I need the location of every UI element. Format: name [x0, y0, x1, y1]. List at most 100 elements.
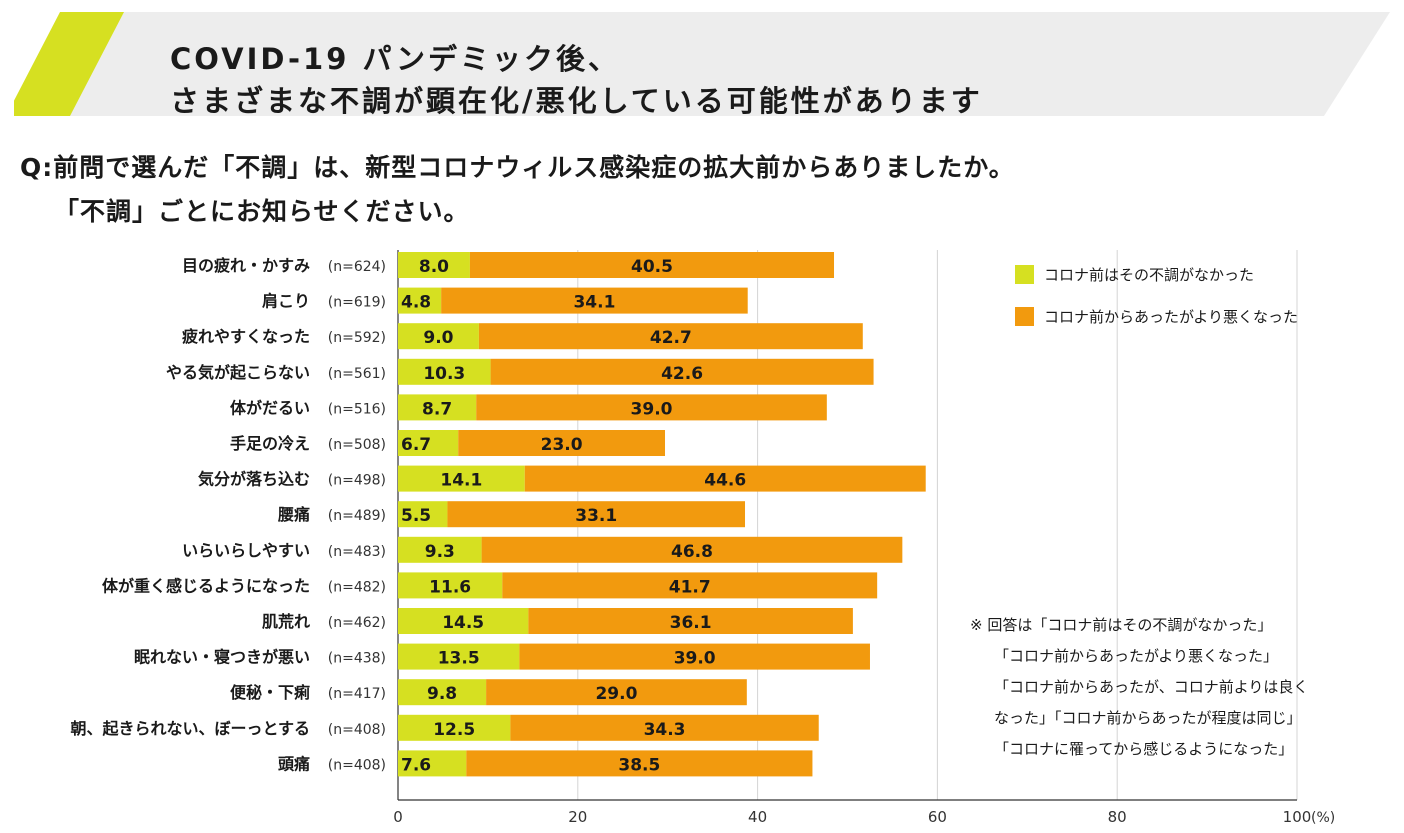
category-label: 眠れない・寝つきが悪い [134, 648, 310, 667]
bar-segment-no-before [398, 358, 491, 385]
bar-segment-no-before [398, 323, 479, 350]
category-label: 肌荒れ [262, 612, 310, 631]
bar-segment-no-before [398, 501, 448, 528]
value-label-no-before: 12.5 [433, 720, 475, 740]
bar-segment-worsened [478, 323, 863, 350]
question-line1: Q:前問で選んだ「不調」は、新型コロナウィルス感染症の拡大前からありましたか。 [20, 153, 1015, 182]
value-label-no-before: 5.5 [401, 506, 431, 526]
bar-segment-no-before [398, 465, 525, 492]
value-label-worsened: 41.7 [669, 577, 711, 597]
sample-size-label: (n=624) [328, 259, 386, 275]
category-label: やる気が起こらない [166, 363, 310, 382]
value-label-worsened: 23.0 [541, 435, 583, 455]
sample-size-label: (n=408) [328, 757, 386, 773]
bar-segment-worsened [502, 572, 878, 599]
title-banner: COVID-19 パンデミック後、 さまざまな不調が顕在化/悪化している可能性が… [14, 12, 1390, 118]
value-label-worsened: 39.0 [674, 649, 716, 669]
value-label-no-before: 8.7 [422, 399, 452, 419]
value-label-worsened: 39.0 [631, 399, 673, 419]
bar-segment-no-before [398, 679, 487, 706]
value-label-worsened: 34.1 [573, 293, 615, 313]
bar-segment-no-before [398, 252, 470, 278]
legend-item-no-before: コロナ前はその不調がなかった [1015, 264, 1254, 285]
value-label-no-before: 4.8 [401, 293, 431, 313]
legend-swatch-yellow [1015, 265, 1034, 284]
bar-segment-no-before [398, 714, 511, 741]
legend-item-worsened: コロナ前からあったがより悪くなった [1015, 306, 1298, 327]
category-label: 便秘・下痢 [230, 683, 310, 702]
value-label-no-before: 6.7 [401, 435, 431, 455]
bar-segment-worsened [447, 501, 746, 528]
bar-segment-worsened [466, 750, 813, 777]
sample-size-label: (n=592) [328, 330, 386, 346]
banner-title-line2: さまざまな不調が顕在化/悪化している可能性があります [170, 84, 983, 118]
legend-swatch-orange [1015, 307, 1034, 326]
bar-segment-worsened [524, 465, 926, 492]
stacked-bar-chart: 0 20 40 60 80 100 (%) 目の疲れ・かすみ (n=624) 8.0 40.5 肩こり… [70, 250, 1335, 826]
bar-segment-worsened [476, 394, 827, 421]
footnote-line-2: 「コロナ前からあったがより悪くなった」 [994, 647, 1278, 665]
x-tick-label-60: 60 [928, 808, 947, 826]
category-label: 気分が落ち込む [198, 470, 310, 489]
footnote-line-5: 「コロナに罹ってから感じるようになった」 [994, 740, 1294, 758]
bar-segment-worsened [528, 608, 853, 634]
value-label-no-before: 7.6 [401, 755, 431, 775]
sample-size-label: (n=482) [328, 579, 386, 595]
bar-segment-no-before [398, 750, 467, 777]
legend-label-no-before: コロナ前はその不調がなかった [1044, 266, 1255, 284]
bar-segment-worsened [510, 714, 819, 741]
category-label: 目の疲れ・かすみ [182, 256, 310, 275]
value-label-no-before: 14.1 [440, 471, 482, 491]
sample-size-label: (n=408) [328, 722, 386, 738]
x-tick-label-0: 0 [393, 808, 403, 826]
value-label-worsened: 42.6 [661, 364, 703, 384]
bar-segment-no-before [398, 394, 477, 421]
sample-size-label: (n=498) [328, 473, 386, 489]
sample-size-label: (n=483) [328, 544, 386, 560]
sample-size-label: (n=462) [328, 615, 386, 631]
banner-title-line1: COVID-19 パンデミック後、 [170, 42, 620, 76]
sample-size-label: (n=508) [328, 437, 386, 453]
category-label: 腰痛 [278, 505, 310, 524]
bar-segment-no-before [398, 572, 503, 599]
sample-size-label: (n=489) [328, 508, 386, 524]
bar-segment-no-before [398, 536, 482, 563]
x-tick-label-100: 100 [1283, 808, 1312, 826]
category-label: 体が重く感じるようになった [102, 576, 310, 595]
footnote-line-1: ※ 回答は「コロナ前はその不調がなかった」 [970, 616, 1273, 634]
x-axis-unit: (%) [1311, 810, 1335, 826]
value-label-no-before: 11.6 [429, 577, 471, 597]
sample-size-label: (n=561) [328, 366, 386, 382]
banner-title: COVID-19 パンデミック後、 さまざまな不調が顕在化/悪化している可能性が… [170, 38, 983, 122]
bar-segment-worsened [441, 287, 748, 314]
banner-gray-band [24, 12, 1390, 116]
footnote-line-3: 「コロナ前からあったが、コロナ前よりは良く [994, 678, 1309, 696]
value-label-no-before: 13.5 [438, 649, 480, 669]
value-label-worsened: 38.5 [618, 755, 660, 775]
bar-segment-worsened [519, 643, 870, 670]
bar-segment-worsened [469, 252, 835, 278]
x-tick-label-80: 80 [1108, 808, 1127, 826]
bar-segment-worsened [458, 430, 666, 456]
x-tick-label-20: 20 [568, 808, 587, 826]
value-label-worsened: 36.1 [670, 613, 712, 633]
category-label: 肩こり [262, 292, 310, 311]
sample-size-label: (n=619) [328, 295, 386, 311]
value-label-no-before: 9.8 [427, 684, 457, 704]
value-label-no-before: 14.5 [442, 613, 484, 633]
value-label-worsened: 42.7 [650, 328, 692, 348]
banner-background [14, 12, 1390, 116]
category-label: 手足の冷え [230, 434, 310, 453]
category-label: 朝、起きられない、ぼーっとする [70, 719, 310, 738]
footnote-line-4: なった」「コロナ前からあったが程度は同じ」 [994, 709, 1302, 727]
value-label-worsened: 34.3 [644, 720, 686, 740]
category-label: いらいらしやすい [182, 541, 310, 560]
bar-segment-worsened [481, 536, 903, 563]
value-label-no-before: 10.3 [423, 364, 465, 384]
footnote: ※ 回答は「コロナ前はその不調がなかった」 「コロナ前からあったがより悪くなった… [970, 610, 1308, 765]
value-label-worsened: 29.0 [595, 684, 637, 704]
value-label-worsened: 40.5 [631, 257, 673, 277]
banner-accent-stripe [14, 12, 124, 116]
value-label-worsened: 46.8 [671, 542, 713, 562]
bar-segment-no-before [398, 287, 442, 314]
